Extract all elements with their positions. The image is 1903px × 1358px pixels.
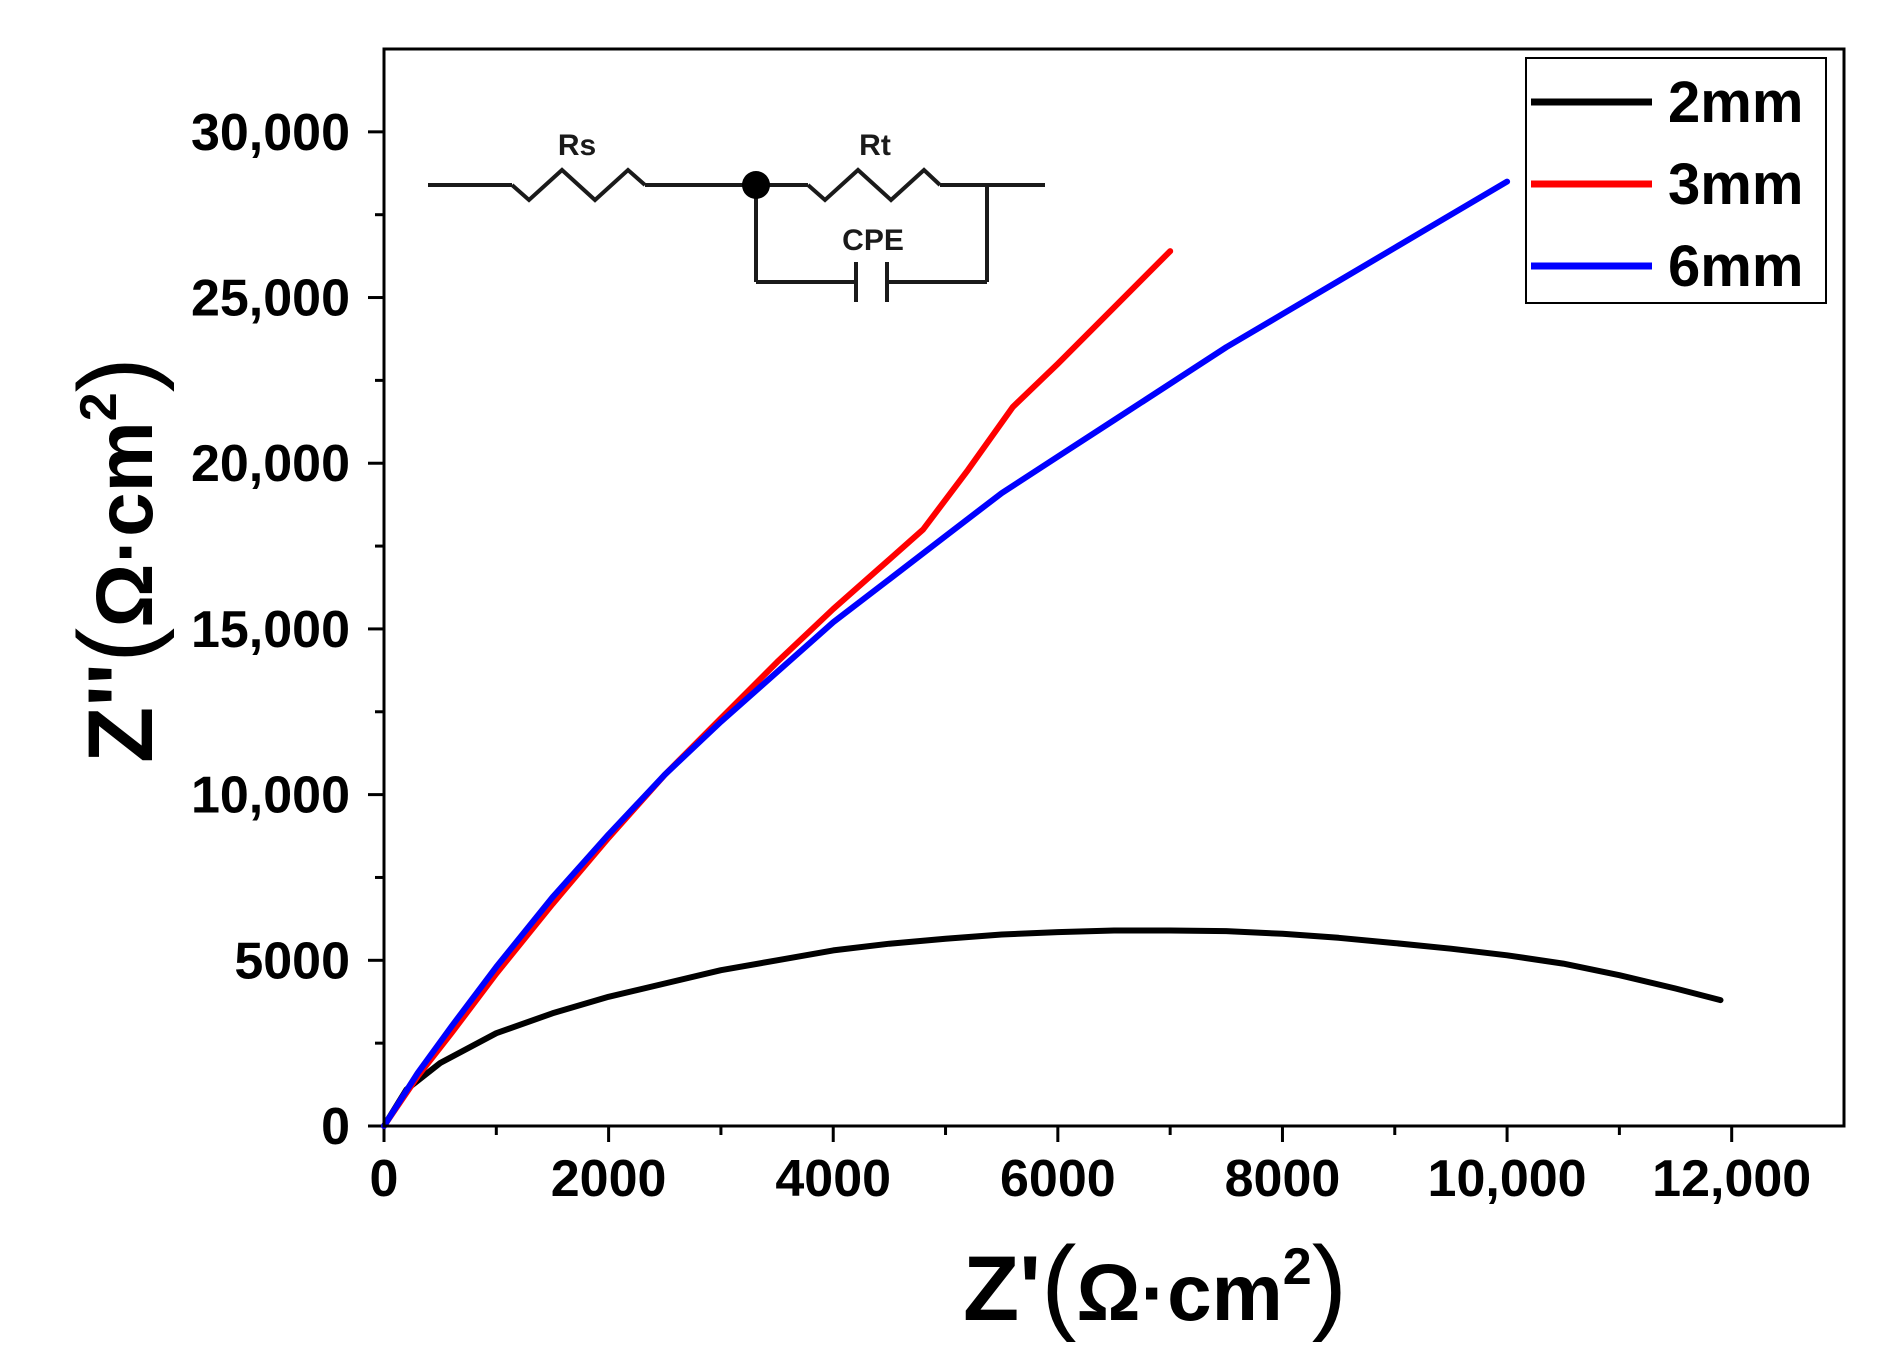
y-axis-title-exp: 2	[70, 392, 128, 421]
y-axis-title-close: )	[57, 357, 175, 392]
x-tick-label: 8000	[1225, 1150, 1341, 1208]
series-line-3mm	[381, 248, 1174, 1129]
equivalent-circuit	[428, 167, 1045, 302]
legend: 2mm 3mm 6mm	[1525, 57, 1827, 304]
x-axis-title-main: Z'	[963, 1238, 1041, 1340]
y-tick-label: 20,000	[191, 435, 350, 493]
x-axis-title-exp: 2	[1283, 1238, 1312, 1296]
series-layer	[381, 178, 1724, 1129]
y-tick-label: 10,000	[191, 767, 350, 825]
y-axis-title: Z''(Ω·cm2)	[57, 357, 175, 763]
x-tick-label: 12,000	[1652, 1150, 1811, 1208]
series-line-2mm	[381, 927, 1724, 1129]
x-axis-title: Z'(Ω·cm2)	[963, 1225, 1347, 1343]
x-tick-label: 2000	[551, 1150, 667, 1208]
x-tick-label: 0	[370, 1150, 399, 1208]
y-axis-title-unit: Ω·cm	[80, 421, 169, 627]
x-tick-label: 10,000	[1428, 1150, 1587, 1208]
legend-label-2mm: 2mm	[1668, 70, 1803, 135]
cpe-label: CPE	[842, 224, 904, 257]
y-tick-label: 0	[321, 1098, 350, 1156]
x-axis-title-close: )	[1312, 1225, 1347, 1343]
ticks-layer: 0 2000 4000 6000 8000 10,000 12,000 0 5000 10,000…	[191, 104, 1811, 1208]
y-axis-title-open: (	[57, 628, 175, 663]
legend-label-6mm: 6mm	[1668, 234, 1803, 299]
x-axis-title-open: (	[1041, 1225, 1076, 1343]
y-tick-label: 30,000	[191, 104, 350, 162]
rs-resistor	[510, 167, 647, 203]
y-tick-label: 15,000	[191, 601, 350, 659]
rt-label: Rt	[859, 129, 891, 162]
y-axis-title-main: Z''	[70, 663, 172, 763]
circuit-node-dot	[742, 171, 770, 199]
rs-label: Rs	[558, 129, 596, 162]
plot-frame	[382, 47, 1846, 1128]
legend-label-3mm: 3mm	[1668, 152, 1803, 217]
y-tick-label: 5000	[234, 932, 350, 990]
series-line-6mm	[381, 178, 1511, 1129]
y-tick-label: 25,000	[191, 270, 350, 328]
rt-resistor	[806, 167, 942, 203]
x-axis-title-unit: Ω·cm	[1076, 1248, 1282, 1337]
x-tick-label: 6000	[1000, 1150, 1116, 1208]
x-tick-label: 4000	[775, 1150, 891, 1208]
